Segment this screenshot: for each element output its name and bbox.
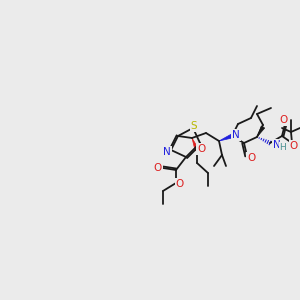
Text: N: N <box>232 130 240 140</box>
Text: O: O <box>197 144 205 154</box>
Text: H: H <box>280 142 286 152</box>
Text: O: O <box>154 163 162 173</box>
Polygon shape <box>257 126 265 137</box>
Text: O: O <box>279 115 287 125</box>
Text: O: O <box>176 179 184 189</box>
Polygon shape <box>192 138 199 151</box>
Text: O: O <box>247 153 255 163</box>
Polygon shape <box>219 134 233 141</box>
Text: S: S <box>191 121 197 131</box>
Text: N: N <box>163 147 171 157</box>
Text: O: O <box>290 141 298 151</box>
Text: N: N <box>273 140 281 150</box>
